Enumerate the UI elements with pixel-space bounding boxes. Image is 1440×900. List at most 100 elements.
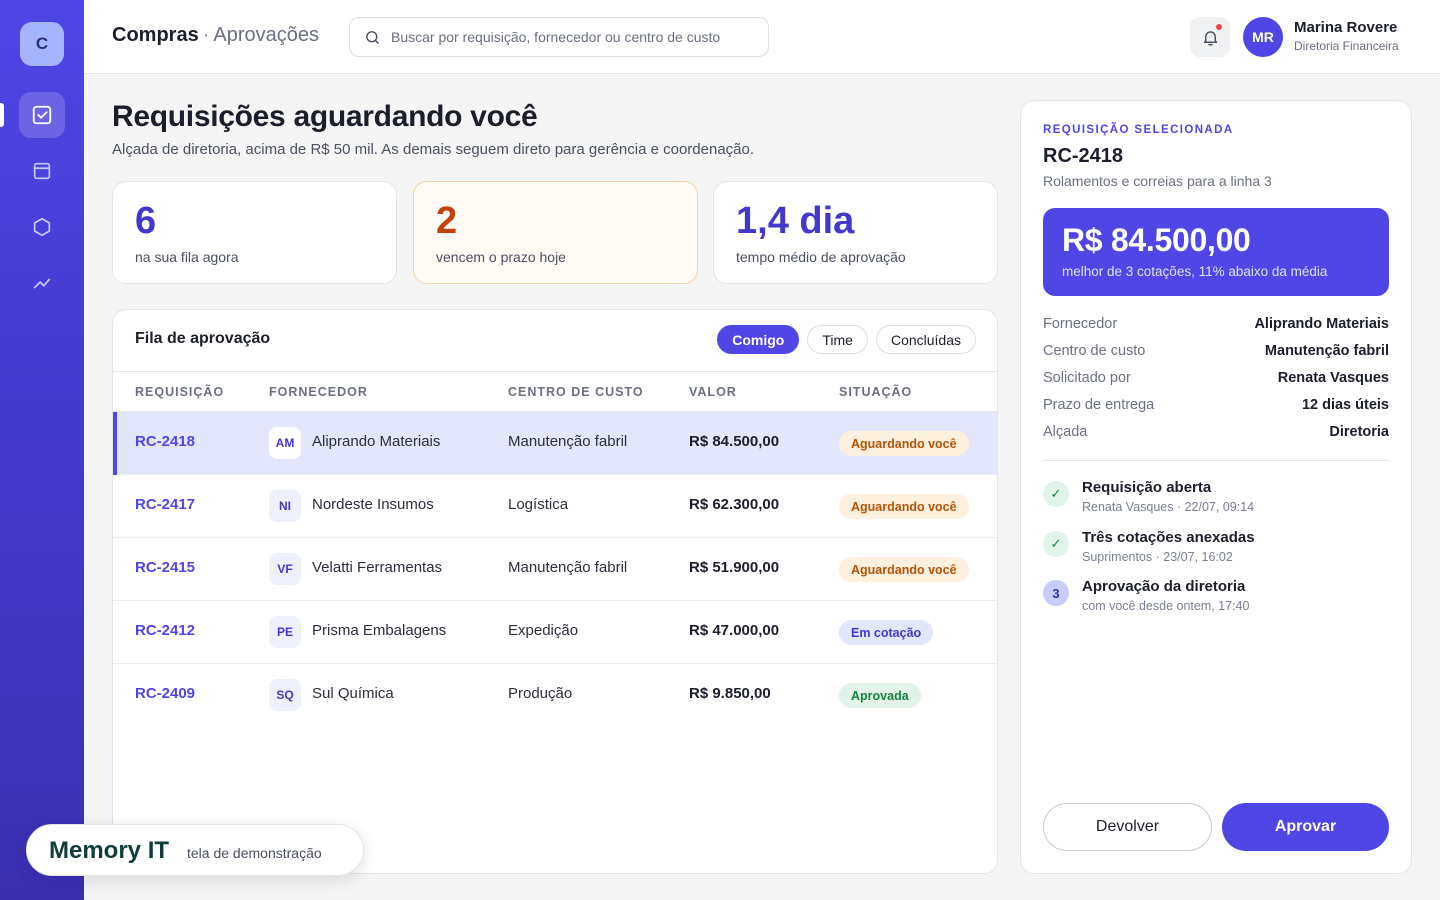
- breadcrumb-section[interactable]: Compras: [112, 24, 199, 46]
- step-title: Requisição aberta: [1082, 479, 1212, 496]
- column-header-requisicao[interactable]: REQUISIÇÃO: [135, 385, 225, 399]
- tab-time[interactable]: Time: [807, 325, 868, 354]
- watermark-brand: Memory IT: [49, 837, 170, 864]
- detail-field: Centro de custo Manutenção fabril: [1043, 343, 1389, 363]
- nav-archive[interactable]: [19, 148, 65, 194]
- approve-button[interactable]: Aprovar: [1222, 803, 1389, 851]
- cost-center: Logística: [508, 496, 569, 513]
- amount: R$ 51.900,00: [689, 559, 780, 576]
- status-badge: Aprovada: [839, 683, 921, 708]
- panel-requisition-id: RC-2418: [1043, 145, 1124, 167]
- supplier-initials: NI: [269, 490, 301, 522]
- table-row[interactable]: RC-2409 SQ Sul Química Produção R$ 9.850…: [113, 664, 997, 727]
- stat-label: tempo médio de aprovação: [736, 249, 906, 265]
- return-button[interactable]: Devolver: [1043, 803, 1212, 851]
- step-subtitle: com você desde ontem, 17:40: [1082, 599, 1250, 613]
- column-header-fornecedor[interactable]: FORNECEDOR: [269, 385, 368, 399]
- amount: R$ 9.850,00: [689, 685, 771, 702]
- status-badge: Em cotação: [839, 620, 934, 645]
- detail-field: Prazo de entrega 12 dias úteis: [1043, 397, 1389, 417]
- step-number-badge: 3: [1043, 580, 1069, 606]
- stat-label: vencem o prazo hoje: [436, 249, 566, 265]
- supplier-name: Nordeste Insumos: [312, 496, 434, 513]
- search-box[interactable]: [349, 17, 769, 57]
- approval-queue-card: Fila de aprovação Comigo Time Concluídas…: [112, 309, 998, 874]
- step-title: Três cotações anexadas: [1082, 529, 1255, 546]
- supplier-name: Aliprando Materiais: [312, 433, 441, 450]
- app-logo[interactable]: C: [20, 22, 64, 66]
- stat-label: na sua fila agora: [135, 249, 239, 265]
- page-title: Requisições aguardando você: [112, 100, 538, 133]
- timeline-step: ✓ Três cotações anexadas Suprimentos · 2…: [1043, 529, 1389, 573]
- nav-products[interactable]: [19, 204, 65, 250]
- nav-reports[interactable]: [19, 260, 65, 306]
- table-row[interactable]: RC-2418 AM Aliprando Materiais Manutençã…: [113, 412, 997, 475]
- table-row[interactable]: RC-2412 PE Prisma Embalagens Expedição R…: [113, 601, 997, 664]
- field-value: Manutenção fabril: [1264, 343, 1389, 359]
- watermark-note: tela de demonstração: [187, 845, 322, 861]
- requisition-id[interactable]: RC-2412: [135, 622, 196, 639]
- stat-value: 6: [135, 200, 157, 242]
- field-value: 12 dias úteis: [1301, 397, 1389, 413]
- breadcrumb: Compras · Aprovações: [112, 24, 319, 47]
- stat-card-due-today: 2 vencem o prazo hoje: [413, 181, 698, 284]
- checklist-icon: [32, 105, 52, 125]
- column-header-centro-custo[interactable]: CENTRO DE CUSTO: [508, 385, 644, 399]
- table-row[interactable]: RC-2417 NI Nordeste Insumos Logística R$…: [113, 475, 997, 538]
- panel-kicker: REQUISIÇÃO SELECIONADA: [1043, 124, 1234, 136]
- tab-concluidas[interactable]: Concluídas: [875, 325, 976, 354]
- table-header: REQUISIÇÃO FORNECEDOR CENTRO DE CUSTO VA…: [113, 371, 997, 412]
- bell-icon: [1203, 30, 1217, 45]
- timeline-step: 3 Aprovação da diretoria com você desde …: [1043, 578, 1389, 622]
- search-input[interactable]: [391, 29, 761, 45]
- step-title: Aprovação da diretoria: [1082, 578, 1246, 595]
- amount-value: R$ 84.500,00: [1062, 222, 1251, 258]
- table-row[interactable]: RC-2415 VF Velatti Ferramentas Manutençã…: [113, 538, 997, 601]
- supplier-name: Velatti Ferramentas: [312, 559, 443, 576]
- requisition-id[interactable]: RC-2417: [135, 496, 196, 513]
- amount: R$ 47.000,00: [689, 622, 780, 639]
- column-header-valor[interactable]: VALOR: [689, 385, 737, 399]
- step-subtitle: Renata Vasques · 22/07, 09:14: [1082, 500, 1255, 514]
- trend-icon: [33, 278, 51, 289]
- requisition-id[interactable]: RC-2415: [135, 559, 196, 576]
- panel-description: Rolamentos e correias para a linha 3: [1043, 173, 1272, 189]
- queue-tabs: Comigo Time Concluídas: [717, 325, 976, 354]
- requisition-id[interactable]: RC-2418: [135, 433, 196, 450]
- status-badge: Aguardando você: [839, 494, 969, 519]
- tab-comigo[interactable]: Comigo: [717, 325, 800, 354]
- cost-center: Produção: [508, 685, 573, 702]
- breadcrumb-page: Aprovações: [213, 24, 319, 46]
- detail-field: Solicitado por Renata Vasques: [1043, 370, 1389, 390]
- user-role: Diretoria Financeira: [1294, 39, 1399, 53]
- stat-card-avg-time: 1,4 dia tempo médio de aprovação: [713, 181, 998, 284]
- detail-field: Alçada Diretoria: [1043, 424, 1389, 444]
- field-value: Diretoria: [1329, 424, 1389, 440]
- user-avatar[interactable]: MR: [1243, 17, 1283, 57]
- detail-field: Fornecedor Aliprando Materiais: [1043, 316, 1389, 336]
- requisition-id[interactable]: RC-2409: [135, 685, 196, 702]
- supplier-initials: AM: [269, 427, 301, 459]
- status-badge: Aguardando você: [839, 431, 969, 456]
- supplier-name: Prisma Embalagens: [312, 622, 447, 639]
- top-header: Compras·Aprovações MR Marina Rovere Dire…: [84, 0, 1440, 74]
- timeline-step: ✓ Requisição aberta Renata Vasques · 22/…: [1043, 479, 1389, 523]
- nav-approvals[interactable]: [0, 92, 65, 138]
- column-header-situacao[interactable]: SITUAÇÃO: [839, 385, 913, 399]
- stat-value: 2: [436, 200, 458, 242]
- demo-watermark: Memory IT tela de demonstração: [26, 824, 364, 876]
- supplier-initials: PE: [269, 616, 301, 648]
- supplier-initials: VF: [269, 553, 301, 585]
- cost-center: Manutenção fabril: [508, 433, 628, 450]
- search-icon: [366, 30, 379, 44]
- cost-center: Expedição: [508, 622, 579, 639]
- page-subtitle: Alçada de diretoria, acima de R$ 50 mil.…: [112, 141, 755, 158]
- queue-title: Fila de aprovação: [135, 330, 271, 347]
- field-label: Fornecedor: [1043, 316, 1118, 332]
- amount: R$ 62.300,00: [689, 496, 780, 513]
- status-badge: Aguardando você: [839, 557, 969, 582]
- notifications-button[interactable]: [1190, 17, 1230, 57]
- stat-card-queue: 6 na sua fila agora: [112, 181, 397, 284]
- requisition-detail-panel: REQUISIÇÃO SELECIONADA RC-2418 Rolamento…: [1020, 100, 1412, 874]
- divider: [1043, 460, 1389, 461]
